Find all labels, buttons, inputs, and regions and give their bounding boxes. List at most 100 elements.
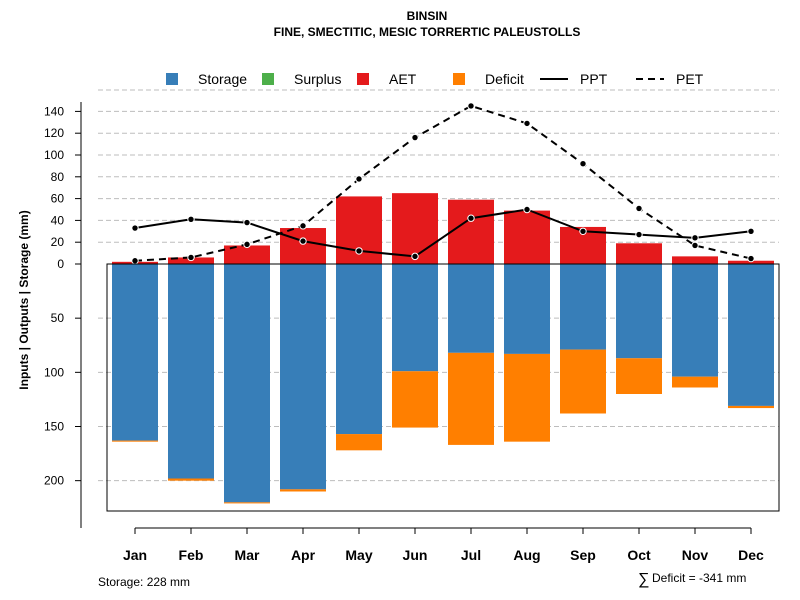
legend-label-ppt: PPT <box>580 71 608 87</box>
aet-bar <box>728 260 774 264</box>
aet-bar <box>392 193 438 264</box>
pet-point <box>243 240 251 249</box>
storage-bar <box>280 264 326 490</box>
pet-point <box>131 257 139 265</box>
ppt-point <box>635 230 643 239</box>
legend-swatch-surplus <box>262 73 274 85</box>
sum-icon: ∑ <box>638 571 649 588</box>
ppt-point <box>523 205 531 214</box>
legend-label-pet: PET <box>676 71 704 87</box>
storage-bar <box>168 264 214 479</box>
bars <box>112 193 774 504</box>
pet-point <box>635 204 643 213</box>
storage-bar <box>112 264 158 441</box>
ppt-point <box>467 214 475 222</box>
deficit-bar <box>336 434 382 451</box>
aet-bar <box>280 228 326 264</box>
deficit-bar <box>112 440 158 442</box>
ppt-point <box>691 234 699 242</box>
legend-label-aet: AET <box>389 71 417 87</box>
deficit-bar <box>728 405 774 409</box>
storage-bar <box>448 264 494 353</box>
storage-bar <box>728 264 774 406</box>
legend-swatch-deficit <box>453 73 465 85</box>
storage-bar <box>672 264 718 377</box>
deficit-bar <box>560 349 606 414</box>
pet-point <box>523 119 531 128</box>
y-tick-label: 140 <box>44 104 64 118</box>
series-lines <box>131 102 755 265</box>
aet-bar <box>448 199 494 264</box>
pet-point <box>355 175 363 183</box>
pet-point <box>467 102 475 110</box>
storage-bar <box>392 264 438 372</box>
legend-label-deficit: Deficit <box>485 71 524 87</box>
ppt-point <box>243 218 251 227</box>
ppt-point <box>747 227 755 236</box>
chart-subtitle: FINE, SMECTITIC, MESIC TORRERTIC PALEUST… <box>274 25 581 39</box>
pet-point <box>187 253 195 262</box>
ppt-point <box>187 215 195 224</box>
storage-bar <box>504 264 550 354</box>
deficit-bar <box>392 371 438 428</box>
y-tick-label: 100 <box>44 148 64 162</box>
month-label: Oct <box>627 547 651 563</box>
legend-swatch-aet <box>357 73 369 85</box>
legend-swatch-storage <box>166 73 178 85</box>
y-tick-label: 80 <box>51 170 65 184</box>
y-tick-label: 120 <box>44 126 64 140</box>
y-tick-label: 200 <box>44 474 64 488</box>
month-label: Dec <box>738 547 764 563</box>
month-label: May <box>345 547 372 563</box>
deficit-bar <box>672 376 718 388</box>
month-label: Sep <box>570 547 596 563</box>
month-label: Feb <box>179 547 204 563</box>
month-label: Jun <box>403 547 428 563</box>
pet-point <box>691 241 699 250</box>
ppt-point <box>355 247 363 255</box>
y-tick-label: 40 <box>51 213 65 227</box>
chart-title: BINSIN <box>407 9 448 23</box>
storage-bar <box>224 264 270 503</box>
deficit-bar <box>168 478 214 481</box>
month-label: Aug <box>513 547 540 563</box>
month-label: Apr <box>291 547 316 563</box>
legend-label-surplus: Surplus <box>294 71 341 87</box>
aet-bar <box>504 210 550 264</box>
legend-label-storage: Storage <box>198 71 247 87</box>
y-axis-label: Inputs | Outputs | Storage (mm) <box>17 210 31 389</box>
pet-point <box>747 254 755 263</box>
storage-box <box>106 263 780 512</box>
storage-bar <box>336 264 382 435</box>
deficit-bar <box>448 352 494 445</box>
pet-point <box>411 133 419 142</box>
month-label: Jan <box>123 547 147 563</box>
storage-bar <box>560 264 606 350</box>
pet-line <box>134 104 752 262</box>
storage-total-text: Storage: 228 mm <box>98 575 190 589</box>
deficit-bar <box>280 489 326 492</box>
legend: Storage Surplus AET Deficit PPT PET <box>166 71 704 87</box>
axes: 0 20 40 60 80 100 120 140 50 100 150 200 Jan Feb Mar Ap… <box>44 102 780 563</box>
month-label: Jul <box>461 547 481 563</box>
pet-point <box>299 222 307 230</box>
ppt-point <box>131 224 139 232</box>
ppt-point <box>579 227 587 236</box>
deficit-bar <box>616 358 662 394</box>
month-label: Nov <box>682 547 709 563</box>
ppt-point <box>411 252 419 261</box>
y-tick-label: 50 <box>51 311 65 325</box>
aet-bar <box>672 256 718 264</box>
aet-bar <box>616 243 662 264</box>
storage-bar <box>616 264 662 359</box>
pet-point <box>579 160 587 168</box>
deficit-total-text: Deficit = -341 mm <box>652 571 746 585</box>
y-tick-label: 150 <box>44 419 64 433</box>
aet-bar <box>224 245 270 264</box>
y-tick-label: 0 <box>57 257 64 271</box>
deficit-bar <box>504 353 550 442</box>
month-label: Mar <box>235 547 260 563</box>
y-tick-label: 60 <box>51 192 65 206</box>
y-tick-label: 100 <box>44 365 64 379</box>
